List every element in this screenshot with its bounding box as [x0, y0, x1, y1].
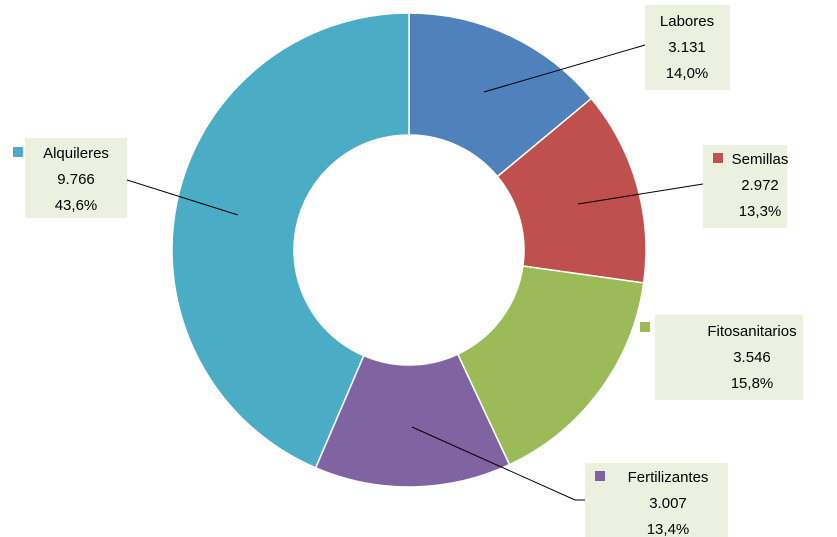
leader-line	[577, 183, 704, 205]
percent-label: 15,8%	[731, 375, 774, 392]
value-label: 3.546	[733, 349, 771, 366]
donut-slice	[171, 12, 410, 469]
value-label: 9.766	[57, 171, 95, 188]
donut-slice	[456, 265, 645, 466]
value-label: 3.007	[649, 495, 687, 512]
label-box	[25, 138, 127, 218]
leader-line	[411, 426, 585, 501]
label-name: Semillas	[732, 151, 789, 168]
leader-line	[483, 44, 646, 93]
label-name: Alquileres	[43, 145, 109, 162]
donut-slice	[314, 353, 511, 488]
label-name: Labores	[660, 13, 714, 30]
percent-label: 13,3%	[739, 203, 782, 220]
label-box	[655, 315, 803, 400]
label-box	[645, 5, 730, 90]
value-label: 3.131	[668, 39, 706, 56]
label-name: Fitosanitarios	[707, 323, 796, 340]
label-box	[585, 463, 728, 537]
percent-label: 13,4%	[647, 521, 690, 537]
label-name: Fertilizantes	[628, 469, 709, 486]
percent-label: 14,0%	[666, 65, 709, 82]
legend-key	[640, 322, 650, 332]
legend-key	[713, 153, 723, 163]
value-label: 2.972	[741, 177, 779, 194]
legend-key	[13, 147, 23, 157]
leader-line	[126, 179, 239, 216]
legend-key	[595, 471, 605, 481]
percent-label: 43,6%	[55, 197, 98, 214]
donut-slice	[496, 97, 647, 284]
